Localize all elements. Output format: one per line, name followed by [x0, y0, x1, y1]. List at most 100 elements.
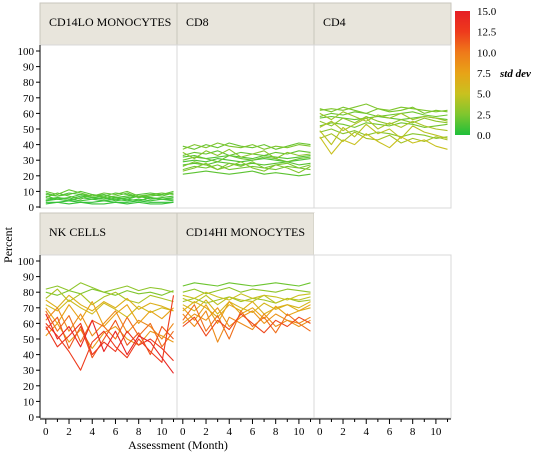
panel-0: CD14LO MONOCYTES — [39, 2, 178, 209]
panel-frame — [176, 44, 315, 209]
series-line-1-2 — [182, 154, 311, 163]
series-line-1-0 — [182, 142, 311, 150]
series-line-3-2 — [45, 299, 174, 318]
series-line-2-3 — [319, 123, 448, 146]
series-line-3-7 — [45, 313, 174, 374]
y-tick-label: 60 — [23, 108, 35, 120]
panel-title: CD14LO MONOCYTES — [49, 15, 171, 29]
panel-3: NK CELLS — [39, 212, 178, 419]
color-legend: 15.0 12.5 10.0 7.5 std dev 5.0 2.5 0.0 — [455, 6, 531, 142]
x-tick-label: 0 — [43, 426, 49, 438]
series-group — [182, 282, 311, 343]
series-line-3-3 — [45, 301, 174, 328]
y-tick-label: 50 — [23, 334, 35, 346]
x-tick-label: 0 — [180, 426, 186, 438]
y-axis-title: Percent — [1, 226, 15, 263]
series-line-2-10 — [319, 106, 448, 114]
series-line-2-4 — [319, 122, 448, 128]
series-line-0-5 — [45, 189, 174, 197]
x-tick-label: 0 — [317, 426, 323, 438]
series-line-3-9 — [45, 294, 174, 312]
x-tick-label: 8 — [136, 426, 142, 438]
x-tick-label: 6 — [113, 426, 119, 438]
y-tick-label: 100 — [18, 256, 35, 268]
x-tick-label: 10 — [156, 426, 168, 438]
x-tick-label: 4 — [89, 426, 95, 438]
series-line-2-0 — [319, 103, 448, 113]
x-axis-title: Assessment (Month) — [128, 438, 228, 452]
panel-frame — [313, 44, 452, 209]
y-tick-label: 20 — [23, 381, 35, 393]
x-tick-label: 6 — [250, 426, 256, 438]
y-tick-label: 0 — [29, 412, 35, 424]
y-tick-label: 100 — [18, 46, 35, 58]
y-tick-label: 80 — [23, 287, 35, 299]
series-group — [182, 142, 311, 177]
series-line-0-4 — [45, 195, 174, 200]
series-group — [319, 103, 448, 155]
series-line-3-11 — [45, 282, 174, 293]
y-tick-label: 80 — [23, 77, 35, 89]
series-line-2-1 — [319, 111, 448, 118]
color-scale-tick-label: 15.0 — [477, 6, 497, 18]
series-line-3-8 — [45, 322, 174, 362]
x-tick-label: 6 — [387, 426, 393, 438]
series-line-1-4 — [182, 164, 311, 171]
panel-strip — [39, 2, 178, 46]
color-scale-title: std dev — [499, 68, 531, 80]
series-line-4-7 — [182, 291, 311, 301]
x-tick-label: 8 — [273, 426, 279, 438]
color-scale-tick-label: 10.0 — [477, 47, 497, 59]
panel-4: CD14HI MONOCYTES — [176, 212, 315, 419]
y-axis-row-1: 0 10 20 30 40 50 60 70 80 90 100 — [18, 255, 41, 424]
series-line-0-2 — [45, 190, 174, 200]
y-tick-label: 40 — [23, 140, 35, 152]
series-line-2-5 — [319, 133, 448, 155]
panels-layer: CD14LO MONOCYTES CD8 CD4 NK CELLS CD14HI MON… — [39, 2, 452, 419]
series-line-4-0 — [182, 282, 311, 287]
series-line-1-5 — [182, 170, 311, 177]
panel-title: CD4 — [323, 15, 346, 29]
color-scale-tick-label: 2.5 — [477, 109, 491, 121]
y-tick-label: 70 — [23, 303, 35, 315]
y-tick-label: 90 — [23, 62, 35, 74]
y-tick-label: 90 — [23, 272, 35, 284]
x-tick-label: 10 — [430, 426, 442, 438]
x-tick-label: 10 — [293, 426, 305, 438]
series-line-1-6 — [182, 148, 311, 160]
panel-frame — [176, 254, 315, 419]
color-scale-bar — [455, 11, 470, 135]
y-tick-label: 0 — [29, 202, 35, 214]
x-tick-label: 8 — [410, 426, 416, 438]
series-line-1-10 — [182, 161, 311, 174]
x-axis-col-0: 0 2 4 6 8 10 — [40, 418, 177, 438]
y-tick-label: 10 — [23, 186, 35, 198]
series-line-3-6 — [45, 295, 175, 371]
series-line-4-1 — [182, 286, 311, 295]
panel-1: CD8 — [176, 2, 315, 209]
y-tick-label: 30 — [23, 365, 35, 377]
series-line-3-0 — [45, 288, 174, 296]
panel-title: CD14HI MONOCYTES — [186, 225, 305, 239]
series-line-4-11 — [182, 313, 311, 337]
color-scale-tick-label: 5.0 — [477, 89, 491, 101]
panel-strip-empty — [314, 213, 451, 255]
y-tick-label: 40 — [23, 350, 35, 362]
y-tick-label: 30 — [23, 155, 35, 167]
series-line-0-6 — [45, 201, 174, 205]
y-tick-label: 20 — [23, 171, 35, 183]
series-line-3-5 — [45, 310, 174, 348]
panel-frame — [39, 44, 178, 209]
series-line-0-0 — [45, 192, 174, 199]
panel-2: CD4 — [313, 2, 452, 209]
series-line-2-6 — [319, 128, 448, 139]
panel-title: CD8 — [186, 15, 209, 29]
panel-title: NK CELLS — [49, 225, 106, 239]
series-line-4-5 — [182, 310, 311, 343]
color-scale-tick-label: 7.5 — [477, 68, 491, 80]
series-line-0-3 — [45, 200, 174, 203]
series-line-2-7 — [319, 111, 448, 122]
axes-layer: 0102030405060708090100010203040506070809… — [18, 45, 451, 438]
panel-frame — [313, 254, 452, 419]
